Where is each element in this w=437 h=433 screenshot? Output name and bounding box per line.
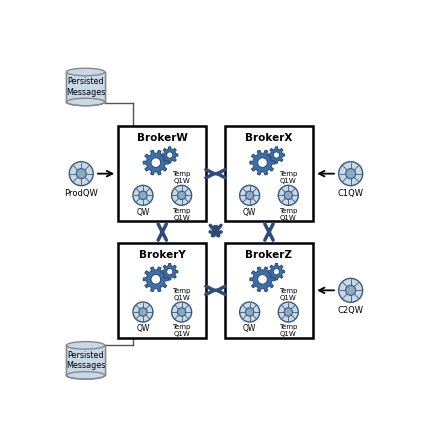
Circle shape bbox=[151, 275, 161, 284]
Circle shape bbox=[166, 268, 173, 275]
Circle shape bbox=[239, 302, 260, 322]
Polygon shape bbox=[143, 267, 168, 292]
Text: QW: QW bbox=[136, 208, 149, 216]
Circle shape bbox=[239, 185, 260, 205]
Circle shape bbox=[346, 285, 356, 295]
Circle shape bbox=[177, 191, 186, 200]
Circle shape bbox=[246, 308, 254, 316]
Circle shape bbox=[284, 191, 292, 200]
Circle shape bbox=[258, 158, 267, 168]
Ellipse shape bbox=[66, 342, 105, 349]
Circle shape bbox=[258, 275, 267, 284]
Text: C1QW: C1QW bbox=[338, 189, 364, 198]
Text: Persisted
Messages: Persisted Messages bbox=[66, 77, 105, 97]
Text: Temp
Q1W: Temp Q1W bbox=[279, 288, 298, 301]
Bar bbox=[66, 72, 105, 102]
Text: Temp
Q1W: Temp Q1W bbox=[279, 208, 298, 221]
Polygon shape bbox=[250, 150, 275, 175]
Circle shape bbox=[139, 191, 147, 200]
Text: C2QW: C2QW bbox=[338, 306, 364, 315]
Bar bbox=[225, 126, 313, 221]
Circle shape bbox=[166, 152, 173, 158]
Ellipse shape bbox=[66, 372, 105, 379]
Circle shape bbox=[273, 268, 280, 275]
Circle shape bbox=[346, 168, 356, 179]
Polygon shape bbox=[143, 150, 168, 175]
Text: QW: QW bbox=[243, 208, 257, 216]
Circle shape bbox=[133, 302, 153, 322]
Text: Temp
Q1W: Temp Q1W bbox=[173, 171, 191, 184]
Text: Temp
Q1W: Temp Q1W bbox=[173, 208, 191, 221]
Circle shape bbox=[246, 191, 254, 200]
Text: QW: QW bbox=[243, 324, 257, 333]
Polygon shape bbox=[250, 267, 275, 292]
Circle shape bbox=[139, 308, 147, 316]
Circle shape bbox=[273, 152, 280, 158]
Polygon shape bbox=[162, 147, 178, 163]
Circle shape bbox=[177, 308, 186, 316]
Bar bbox=[118, 243, 206, 338]
Bar bbox=[225, 243, 313, 338]
Text: BrokerZ: BrokerZ bbox=[246, 250, 292, 260]
Bar bbox=[118, 126, 206, 221]
Circle shape bbox=[339, 162, 363, 186]
Circle shape bbox=[284, 308, 292, 316]
Text: Temp
Q1W: Temp Q1W bbox=[173, 324, 191, 337]
Circle shape bbox=[172, 302, 191, 322]
Text: BrokerW: BrokerW bbox=[137, 133, 188, 143]
Circle shape bbox=[133, 185, 153, 205]
Ellipse shape bbox=[66, 98, 105, 106]
Polygon shape bbox=[162, 264, 178, 280]
Text: Persisted
Messages: Persisted Messages bbox=[66, 351, 105, 370]
Circle shape bbox=[339, 278, 363, 302]
Polygon shape bbox=[268, 147, 284, 163]
Text: BrokerX: BrokerX bbox=[245, 133, 293, 143]
Circle shape bbox=[278, 185, 298, 205]
Circle shape bbox=[172, 185, 191, 205]
Circle shape bbox=[278, 302, 298, 322]
Text: Temp
Q1W: Temp Q1W bbox=[173, 288, 191, 301]
Polygon shape bbox=[268, 264, 284, 280]
Ellipse shape bbox=[66, 68, 105, 76]
Text: Temp
Q1W: Temp Q1W bbox=[279, 324, 298, 337]
Text: QW: QW bbox=[136, 324, 149, 333]
Text: ProdQW: ProdQW bbox=[64, 189, 98, 198]
Bar bbox=[66, 346, 105, 375]
Circle shape bbox=[151, 158, 161, 168]
Text: BrokerY: BrokerY bbox=[139, 250, 186, 260]
Circle shape bbox=[76, 168, 86, 179]
Text: Temp
Q1W: Temp Q1W bbox=[279, 171, 298, 184]
Circle shape bbox=[69, 162, 93, 186]
